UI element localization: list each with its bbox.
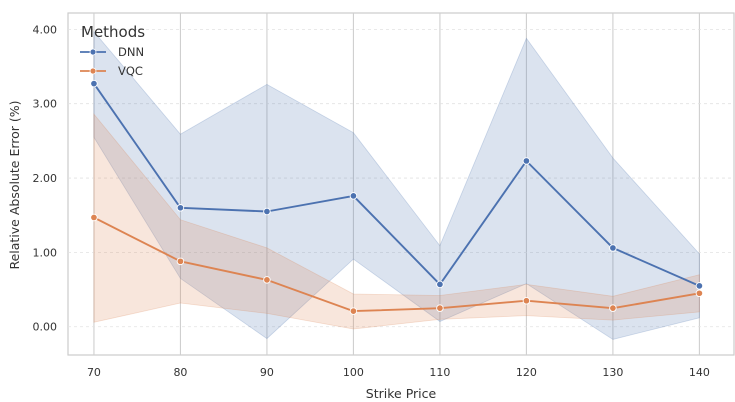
legend-dnn-label: DNN [118, 45, 144, 59]
legend-vqc-marker [89, 67, 97, 75]
point-vqc [176, 257, 185, 266]
point-vqc [609, 304, 617, 312]
y-tick-label: 1.00 [33, 246, 58, 259]
band-dnn [93, 30, 700, 340]
legend: Methods DNN VQC [80, 23, 145, 78]
y-tick-label: 4.00 [33, 23, 58, 36]
point-dnn [90, 79, 98, 88]
x-tick-label: 80 [173, 366, 187, 379]
legend-title: Methods [81, 23, 145, 41]
point-dnn [176, 204, 185, 212]
point-dnn [263, 207, 271, 216]
line-dnn [93, 83, 700, 287]
point-dnn [522, 157, 531, 165]
x-tick-label: 110 [429, 366, 450, 379]
x-tick-label: 130 [602, 366, 623, 379]
x-tick-label: 100 [343, 366, 364, 379]
legend-dnn-marker [89, 48, 97, 56]
point-vqc [436, 304, 444, 312]
y-axis-label: Relative Absolute Error (%) [7, 100, 22, 269]
point-vqc [90, 213, 98, 222]
point-dnn [609, 244, 617, 252]
point-vqc [695, 289, 704, 298]
plot-frame [67, 12, 735, 356]
point-dnn [695, 282, 704, 290]
x-axis-label: Strike Price [366, 386, 437, 401]
y-tick-labels: 0.00 1.00 2.00 3.00 4.00 [33, 23, 58, 333]
y-tick-label: 2.00 [33, 172, 58, 185]
series-lines [93, 83, 700, 313]
series-points [90, 79, 704, 315]
line-vqc [93, 216, 700, 313]
legend-vqc-label: VQC [118, 64, 143, 78]
x-tick-labels: 70 80 90 100 110 120 130 140 [87, 366, 710, 379]
point-vqc [522, 296, 531, 305]
point-vqc [349, 307, 358, 315]
x-tick-label: 70 [87, 366, 101, 379]
point-dnn [349, 192, 358, 200]
y-tick-label: 0.00 [33, 321, 58, 334]
x-tick-label: 140 [689, 366, 710, 379]
x-tick-label: 120 [516, 366, 537, 379]
point-dnn [436, 280, 444, 289]
point-vqc [263, 276, 271, 284]
x-tick-label: 90 [260, 366, 274, 379]
y-tick-label: 3.00 [33, 98, 58, 111]
